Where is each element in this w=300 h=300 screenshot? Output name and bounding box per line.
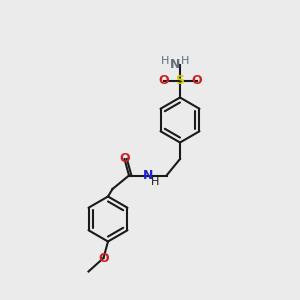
Text: S: S xyxy=(176,74,184,88)
Text: O: O xyxy=(158,74,169,88)
Text: N: N xyxy=(169,58,180,71)
Text: H: H xyxy=(151,177,159,187)
Text: O: O xyxy=(98,251,109,265)
Text: H: H xyxy=(181,56,189,66)
Text: O: O xyxy=(191,74,202,88)
Text: O: O xyxy=(119,152,130,166)
Text: N: N xyxy=(143,169,154,182)
Text: H: H xyxy=(161,56,169,66)
